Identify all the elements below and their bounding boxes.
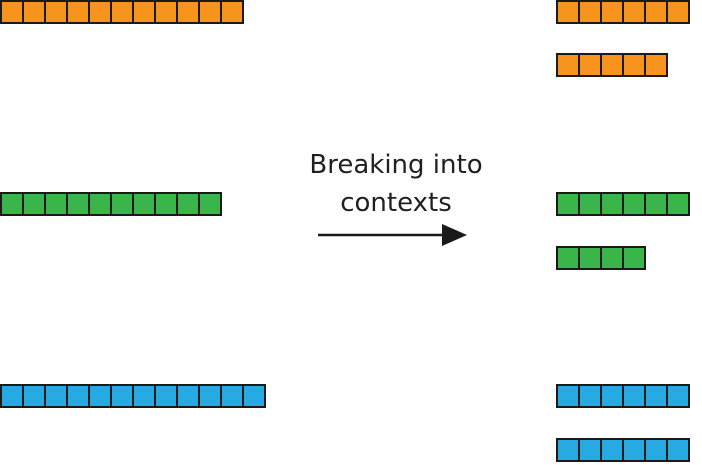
token-cell	[200, 386, 222, 406]
token-cell	[602, 440, 624, 460]
token-cell	[244, 386, 264, 406]
output-sequence-blue-2	[556, 438, 690, 462]
token-cell	[178, 386, 200, 406]
output-sequence-orange-1	[556, 0, 690, 24]
arrow-right-icon	[318, 224, 467, 246]
token-cell	[112, 2, 134, 22]
caption-line-1: Breaking into	[309, 150, 483, 180]
token-cell	[90, 386, 112, 406]
token-cell	[646, 55, 666, 75]
token-cell	[68, 194, 90, 214]
token-cell	[624, 55, 646, 75]
output-sequence-green-1	[556, 192, 690, 216]
token-cell	[90, 2, 112, 22]
token-cell	[558, 55, 580, 75]
token-cell	[156, 386, 178, 406]
token-cell	[68, 2, 90, 22]
token-cell	[68, 386, 90, 406]
token-cell	[558, 2, 580, 22]
token-cell	[112, 194, 134, 214]
token-cell	[646, 440, 668, 460]
token-cell	[2, 194, 24, 214]
token-cell	[646, 2, 668, 22]
input-sequence-green	[0, 192, 222, 216]
token-cell	[24, 386, 46, 406]
input-sequence-blue	[0, 384, 266, 408]
token-cell	[646, 386, 668, 406]
token-cell	[46, 194, 68, 214]
token-cell	[580, 386, 602, 406]
token-cell	[558, 248, 580, 268]
token-cell	[580, 248, 602, 268]
token-cell	[46, 386, 68, 406]
token-cell	[200, 194, 220, 214]
token-cell	[624, 194, 646, 214]
token-cell	[134, 386, 156, 406]
token-cell	[668, 194, 688, 214]
token-cell	[558, 386, 580, 406]
token-cell	[222, 2, 242, 22]
token-cell	[580, 194, 602, 214]
token-cell	[624, 2, 646, 22]
token-cell	[580, 440, 602, 460]
output-sequence-blue-1	[556, 384, 690, 408]
token-cell	[24, 194, 46, 214]
token-cell	[156, 194, 178, 214]
token-cell	[178, 194, 200, 214]
token-cell	[24, 2, 46, 22]
token-cell	[602, 2, 624, 22]
token-cell	[668, 2, 688, 22]
token-cell	[668, 386, 688, 406]
token-cell	[558, 194, 580, 214]
token-cell	[602, 55, 624, 75]
token-cell	[200, 2, 222, 22]
token-cell	[602, 386, 624, 406]
token-cell	[2, 386, 24, 406]
token-cell	[134, 2, 156, 22]
token-cell	[156, 2, 178, 22]
token-cell	[2, 2, 24, 22]
token-cell	[624, 386, 646, 406]
caption-line-2: contexts	[340, 188, 452, 218]
token-cell	[134, 194, 156, 214]
token-cell	[558, 440, 580, 460]
token-cell	[602, 248, 624, 268]
token-cell	[112, 386, 134, 406]
output-sequence-green-2	[556, 246, 646, 270]
token-cell	[646, 194, 668, 214]
token-cell	[222, 386, 244, 406]
token-cell	[178, 2, 200, 22]
token-cell	[624, 248, 644, 268]
token-cell	[580, 55, 602, 75]
input-sequence-orange	[0, 0, 244, 24]
token-cell	[668, 440, 688, 460]
token-cell	[90, 194, 112, 214]
output-sequence-orange-2	[556, 53, 668, 77]
token-cell	[624, 440, 646, 460]
caption: Breaking into contexts	[296, 146, 496, 222]
token-cell	[580, 2, 602, 22]
token-cell	[602, 194, 624, 214]
token-cell	[46, 2, 68, 22]
